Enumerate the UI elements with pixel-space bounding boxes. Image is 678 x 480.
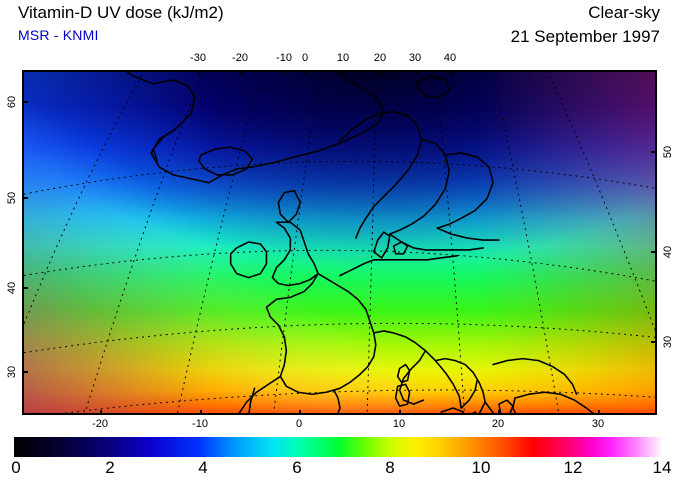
axis-tick-mark [200,410,202,415]
longitude-top-tick: -10 [276,52,292,64]
uv-dose-heatmap [24,72,655,413]
axis-tick-mark [343,70,345,75]
agency-subtitle: MSR - KNMI [18,27,99,43]
axis-tick-mark [651,251,657,253]
axis-tick-mark [22,287,28,289]
axis-tick-mark [651,151,657,153]
axis-tick-mark [284,70,286,75]
longitude-bottom-tick: 10 [392,418,406,430]
axis-tick-mark [198,70,200,75]
colorbar-tick: 10 [471,458,491,477]
colorbar-tick: 0 [11,458,21,477]
uv-dose-colorbar [14,437,663,457]
longitude-bottom-tick: 30 [591,418,605,430]
longitude-bottom-tick: 0 [295,418,303,430]
longitude-top-tick: 30 [408,52,422,64]
latitude-left-tick: 50 [6,191,19,205]
colorbar-tick: 14 [652,458,672,477]
longitude-top-axis: -30 -20 -10 0 10 20 30 40 [0,52,678,68]
axis-tick-mark [305,70,307,75]
axis-tick-mark [415,70,417,75]
latitude-right-tick: 40 [662,245,675,259]
colorbar-tick: 6 [292,458,302,477]
axis-tick-mark [598,410,600,415]
longitude-bottom-tick: -20 [92,418,108,430]
axis-tick-mark [450,70,452,75]
latitude-left-tick: 30 [6,365,19,379]
longitude-top-tick: 10 [336,52,350,64]
colorbar-tick: 12 [563,458,583,477]
colorbar-tick: 8 [385,458,395,477]
axis-tick-mark [380,70,382,75]
axis-tick-mark [399,410,401,415]
latitude-left-tick: 40 [6,281,19,295]
axis-tick-mark [299,410,301,415]
axis-tick-mark [240,70,242,75]
colorbar-tick: 4 [198,458,208,477]
longitude-top-tick: -20 [232,52,248,64]
colorbar-tick-labels: 0 2 4 6 8 10 12 14 [0,458,678,480]
latitude-right-tick: 50 [662,145,675,159]
page-title: Vitamin-D UV dose (kJ/m2) [18,3,224,22]
axis-tick-mark [22,197,28,199]
longitude-top-tick: 20 [373,52,387,64]
axis-tick-mark [22,101,28,103]
map-plot-area [22,70,657,415]
axis-tick-mark [651,341,657,343]
axis-tick-mark [498,410,500,415]
longitude-top-tick: 0 [301,52,309,64]
longitude-bottom-tick: 20 [491,418,505,430]
latitude-right-tick: 30 [662,335,675,349]
coastline-overlay [125,72,594,413]
date-label: 21 September 1997 [510,27,660,46]
axis-tick-mark [100,410,102,415]
longitude-top-tick: 40 [443,52,457,64]
colorbar-gradient [14,437,663,457]
latitude-left-tick: 60 [6,95,19,109]
axis-tick-mark [22,371,28,373]
longitude-bottom-axis: -20 -10 0 10 20 30 [0,418,678,434]
longitude-top-tick: -30 [190,52,206,64]
sky-condition-label: Clear-sky [588,3,660,22]
colorbar-tick: 2 [105,458,115,477]
longitude-bottom-tick: -10 [192,418,208,430]
